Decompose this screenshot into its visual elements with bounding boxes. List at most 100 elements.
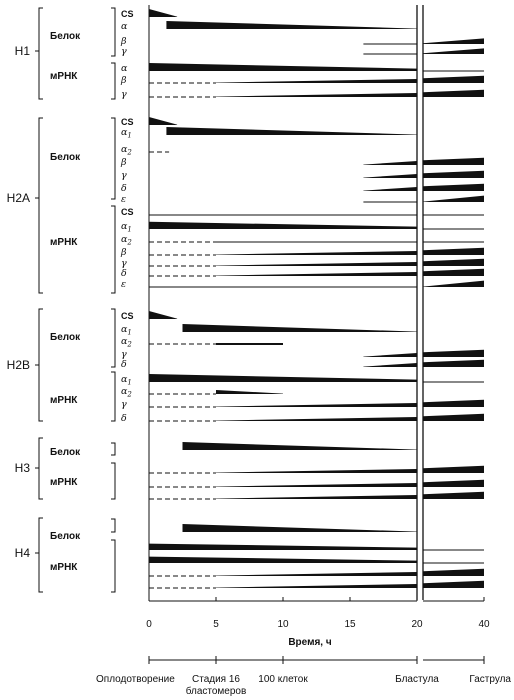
group-h2a-sub-0-row-0-label: CS bbox=[121, 117, 134, 127]
group-h2a-sub-0-row-4-seg-1 bbox=[423, 170, 484, 178]
group-h1-sub-0-row-3-label: γ bbox=[121, 46, 127, 57]
group-h2a-label: H2A bbox=[7, 191, 30, 205]
x-tick-label-10: 10 bbox=[277, 619, 289, 630]
group-h2b-brace bbox=[38, 308, 43, 422]
group-h2a-sub-0-row-2-label: α2 bbox=[121, 144, 132, 157]
stage-label-2: 100 клеток bbox=[258, 674, 308, 685]
group-h2b-sub-1-row-3-label: δ bbox=[121, 413, 127, 424]
group-h2b-sub-0-row-3-seg-1 bbox=[423, 349, 484, 357]
group-h2a-sub-0-row-6-label: ε bbox=[121, 194, 126, 205]
group-h2a-sub-1-label: мРНК bbox=[50, 237, 78, 248]
group-h2a-sub-1-row-6-seg-1 bbox=[423, 280, 484, 287]
group-h2a-sub-0-row-0-seg-0 bbox=[149, 117, 178, 125]
group-h2a-sub-0-row-4-seg-0 bbox=[363, 174, 417, 178]
group-h2a-sub-0-row-5-seg-1 bbox=[423, 183, 484, 191]
group-h3-label: H3 bbox=[15, 461, 31, 475]
group-h2b-sub-0-row-4-seg-1 bbox=[423, 359, 484, 367]
group-h2b-sub-0-brace bbox=[111, 308, 116, 368]
group-h1-sub-1-label: мРНК bbox=[50, 71, 78, 82]
group-h3-sub-1-row-1-seg-2 bbox=[423, 479, 484, 487]
group-h3-sub-1-row-2-seg-2 bbox=[423, 491, 484, 499]
group-h2a-sub-1-row-3-label: β bbox=[120, 247, 127, 258]
group-h1-sub-0-label: Белок bbox=[50, 31, 81, 42]
group-h2b-sub-1-row-2-seg-2 bbox=[423, 399, 484, 407]
group-h1-sub-0-row-0-label: CS bbox=[121, 9, 134, 19]
x-tick-label-20: 20 bbox=[411, 619, 423, 630]
group-h4-sub-1-label: мРНК bbox=[50, 562, 78, 573]
group-h3-sub-0-brace bbox=[111, 442, 116, 456]
group-h1-sub-0-row-0-seg-0 bbox=[149, 9, 178, 17]
group-h2a-sub-0-row-5-seg-0 bbox=[363, 187, 417, 191]
group-h3-sub-0-row-0-seg-0 bbox=[182, 442, 417, 450]
group-h2a-sub-1-row-1-label: α1 bbox=[121, 221, 132, 234]
group-h2a-sub-0-row-1-seg-0 bbox=[166, 127, 417, 135]
group-h4-sub-0-row-0-seg-0 bbox=[182, 524, 417, 532]
group-h2b-sub-1-row-3-seg-2 bbox=[423, 413, 484, 421]
group-h3-sub-1-row-0-seg-1 bbox=[216, 469, 417, 473]
group-h2a-sub-1-row-4-seg-2 bbox=[423, 258, 484, 266]
group-h2b-sub-0-row-0-seg-0 bbox=[149, 311, 178, 319]
group-h2b-sub-1-row-2-seg-1 bbox=[216, 403, 417, 407]
group-h2a-sub-1-row-1-seg-0 bbox=[149, 221, 417, 229]
group-h2a-sub-1-row-4-seg-1 bbox=[216, 262, 417, 266]
x-axis-title: Время, ч bbox=[288, 637, 332, 648]
group-h2b-sub-1-row-0-label: α1 bbox=[121, 374, 132, 387]
group-h1-sub-1-row-1-seg-1 bbox=[216, 79, 417, 83]
group-h3-sub-1-row-2-seg-1 bbox=[216, 495, 417, 499]
stage-label-3: Бластула bbox=[395, 674, 439, 685]
stage-label-4: Гаструла bbox=[469, 674, 511, 685]
group-h2a-sub-1-row-6-label: ε bbox=[121, 279, 126, 290]
x-tick-label-15: 15 bbox=[344, 619, 356, 630]
group-h2a-sub-1-row-5-seg-2 bbox=[423, 268, 484, 276]
group-h2b-sub-0-row-1-label: α1 bbox=[121, 324, 132, 337]
group-h1-sub-1-row-2-seg-1 bbox=[216, 93, 417, 97]
group-h1-sub-1-row-2-label: γ bbox=[121, 89, 127, 100]
group-h1-sub-0-row-1-seg-0 bbox=[166, 21, 417, 29]
group-h2a-sub-1-row-2-label: α2 bbox=[121, 234, 132, 247]
group-h1-sub-0-row-1-label: α bbox=[121, 21, 128, 32]
group-h2b-label: H2B bbox=[7, 358, 30, 372]
group-h2a-sub-0-row-3-seg-1 bbox=[423, 157, 484, 165]
group-h3-sub-1-label: мРНК bbox=[50, 477, 78, 488]
group-h1-sub-1-row-2-seg-2 bbox=[423, 89, 484, 97]
group-h2b-sub-0-row-1-seg-0 bbox=[182, 324, 417, 332]
group-h1-sub-1-brace bbox=[111, 62, 116, 100]
group-h4-sub-1-row-1-seg-0 bbox=[149, 556, 417, 563]
group-h3-sub-0-label: Белок bbox=[50, 447, 81, 458]
group-h2a-sub-0-row-6-seg-1 bbox=[423, 195, 484, 202]
group-h2a-sub-1-row-5-seg-1 bbox=[216, 272, 417, 276]
group-h3-sub-1-row-0-seg-2 bbox=[423, 465, 484, 473]
group-h1-sub-0-row-3-seg-1 bbox=[423, 48, 484, 54]
group-h3-sub-1-row-1-seg-1 bbox=[216, 483, 417, 487]
group-h2a-sub-0-label: Белок bbox=[50, 152, 81, 163]
group-h1-label: H1 bbox=[15, 44, 31, 58]
stage-label-1: Стадия 16 бластомеров bbox=[186, 674, 247, 697]
group-h3-sub-1-brace bbox=[111, 462, 116, 500]
group-h2b-sub-0-row-3-label: γ bbox=[121, 349, 127, 360]
group-h4-brace bbox=[38, 517, 43, 593]
group-h4-label: H4 bbox=[15, 546, 31, 560]
group-h2b-sub-1-row-0-seg-0 bbox=[149, 374, 417, 382]
group-h2a-sub-0-row-1-label: α1 bbox=[121, 127, 132, 140]
group-h2a-sub-0-row-3-seg-0 bbox=[363, 161, 417, 165]
group-h2b-sub-1-label: мРНК bbox=[50, 395, 78, 406]
group-h2b-sub-0-row-3-seg-0 bbox=[363, 353, 417, 357]
group-h1-sub-1-row-0-label: α bbox=[121, 63, 128, 74]
x-tick-label-0: 0 bbox=[146, 619, 152, 630]
group-h2b-sub-0-row-4-seg-0 bbox=[363, 363, 417, 367]
group-h4-sub-1-row-2-seg-1 bbox=[216, 572, 417, 576]
group-h2b-sub-0-row-2-label: α2 bbox=[121, 336, 132, 349]
group-h2a-sub-0-brace bbox=[111, 117, 116, 200]
group-h2a-sub-0-row-5-label: δ bbox=[121, 183, 127, 194]
group-h2b-sub-0-row-4-label: δ bbox=[121, 359, 127, 370]
x-tick-label-5: 5 bbox=[213, 619, 219, 630]
group-h1-sub-0-brace bbox=[111, 7, 116, 57]
group-h4-sub-1-row-3-seg-1 bbox=[216, 584, 417, 588]
group-h2a-sub-1-row-3-seg-1 bbox=[216, 251, 417, 255]
group-h2b-sub-0-row-2-seg-1 bbox=[216, 343, 283, 345]
group-h2a-sub-1-row-4-label: γ bbox=[121, 258, 127, 269]
group-h4-sub-0-brace bbox=[111, 518, 116, 533]
x-tick-label-40: 40 bbox=[478, 619, 490, 630]
group-h2b-sub-1-brace bbox=[111, 371, 116, 422]
